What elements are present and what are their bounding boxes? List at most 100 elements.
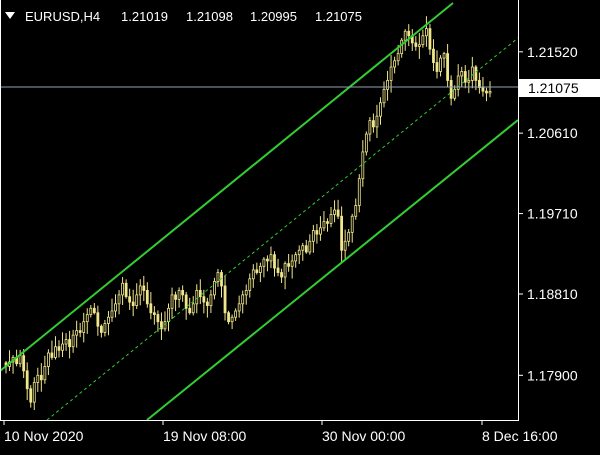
candle — [205, 297, 209, 318]
candle-body — [343, 240, 347, 251]
candle — [400, 37, 404, 58]
candle — [39, 363, 43, 392]
candle-body — [149, 303, 153, 314]
candle-body — [156, 314, 160, 323]
open-value: 1.21019 — [121, 9, 168, 24]
candle — [432, 39, 435, 72]
candle — [241, 290, 245, 314]
candle-body — [107, 316, 110, 324]
candle-body — [460, 71, 464, 77]
candle-body — [230, 316, 234, 323]
candle-body — [283, 263, 287, 278]
candle — [177, 287, 181, 308]
price-tick-label: 1.17900 — [527, 367, 578, 383]
candle — [364, 131, 368, 156]
candle-body — [92, 307, 96, 314]
candle-body — [191, 303, 195, 314]
candle — [138, 279, 142, 306]
candle-body — [135, 294, 139, 307]
candle-body — [142, 285, 146, 291]
candle-body — [227, 312, 230, 323]
candle-body — [488, 91, 492, 94]
candle — [188, 297, 192, 315]
candle-body — [209, 294, 213, 307]
candle — [103, 319, 107, 337]
candle — [470, 56, 474, 89]
candle-body — [237, 303, 241, 312]
candle — [343, 229, 347, 259]
candle-body — [29, 388, 33, 403]
candle — [319, 216, 322, 241]
time-tick-label: 10 Nov 2020 — [4, 428, 84, 444]
candle-body — [184, 294, 188, 309]
candle — [96, 305, 100, 336]
triangle-down-icon[interactable] — [5, 12, 15, 19]
candle-body — [379, 102, 382, 117]
candle-body — [470, 66, 474, 81]
candle-body — [138, 285, 142, 296]
time-tick-label: 30 Nov 00:00 — [322, 428, 405, 444]
candle — [446, 43, 450, 88]
candle — [234, 308, 238, 321]
candle — [474, 65, 478, 91]
candle — [414, 36, 418, 51]
candle — [152, 306, 156, 325]
candle-body — [216, 272, 220, 282]
candle-body — [251, 269, 255, 280]
candle — [160, 312, 163, 340]
candle-body — [57, 346, 61, 351]
candle — [191, 296, 195, 316]
candle-body — [262, 258, 266, 267]
candle — [386, 70, 389, 101]
candle-body — [478, 80, 481, 88]
price-axis[interactable]: 1.21520 1.20610 1.19710 1.18810 1.17900 — [518, 44, 578, 383]
candle-body — [39, 374, 43, 381]
candle — [273, 251, 276, 277]
candle — [488, 81, 492, 98]
candle — [251, 264, 255, 288]
candle — [54, 336, 57, 360]
candle-body — [315, 230, 319, 235]
candle-body — [485, 90, 488, 94]
candle — [170, 287, 174, 320]
candle — [128, 288, 132, 310]
candle-body — [333, 209, 336, 215]
candle-body — [258, 265, 262, 273]
chart-header: EURUSD,H4 1.21019 1.21098 1.20995 1.2107… — [5, 9, 362, 24]
candle — [326, 218, 329, 232]
time-axis[interactable]: 10 Nov 2020 19 Nov 08:00 30 Nov 00:00 8 Dec… — [3, 420, 558, 444]
candle — [361, 140, 365, 187]
candle-body — [414, 42, 418, 47]
candle-body — [205, 301, 209, 307]
candle — [85, 308, 89, 334]
candle-body — [32, 382, 36, 403]
candle-body — [481, 87, 485, 92]
candle — [478, 72, 481, 94]
candle — [135, 283, 139, 309]
candle — [174, 291, 177, 312]
candle-body — [340, 215, 344, 251]
candle-body — [350, 215, 354, 233]
candle-body — [167, 307, 170, 323]
candle-body — [474, 66, 478, 81]
candle — [181, 285, 185, 302]
channel-middle-line — [46, 37, 519, 421]
candle-body — [213, 281, 216, 296]
candle-body — [18, 355, 22, 365]
candle — [425, 16, 428, 47]
candle-body — [364, 133, 368, 153]
candle — [50, 340, 54, 360]
candle-body — [297, 249, 301, 256]
candle — [230, 314, 234, 330]
candle — [22, 349, 26, 378]
candle-body — [308, 240, 312, 253]
candle-body — [407, 30, 411, 37]
price-tick-label: 1.21520 — [527, 44, 578, 60]
candle-body — [425, 28, 428, 37]
candle-body — [432, 48, 435, 63]
candle — [357, 174, 361, 213]
candle-body — [202, 296, 206, 303]
candle-body — [301, 245, 305, 251]
